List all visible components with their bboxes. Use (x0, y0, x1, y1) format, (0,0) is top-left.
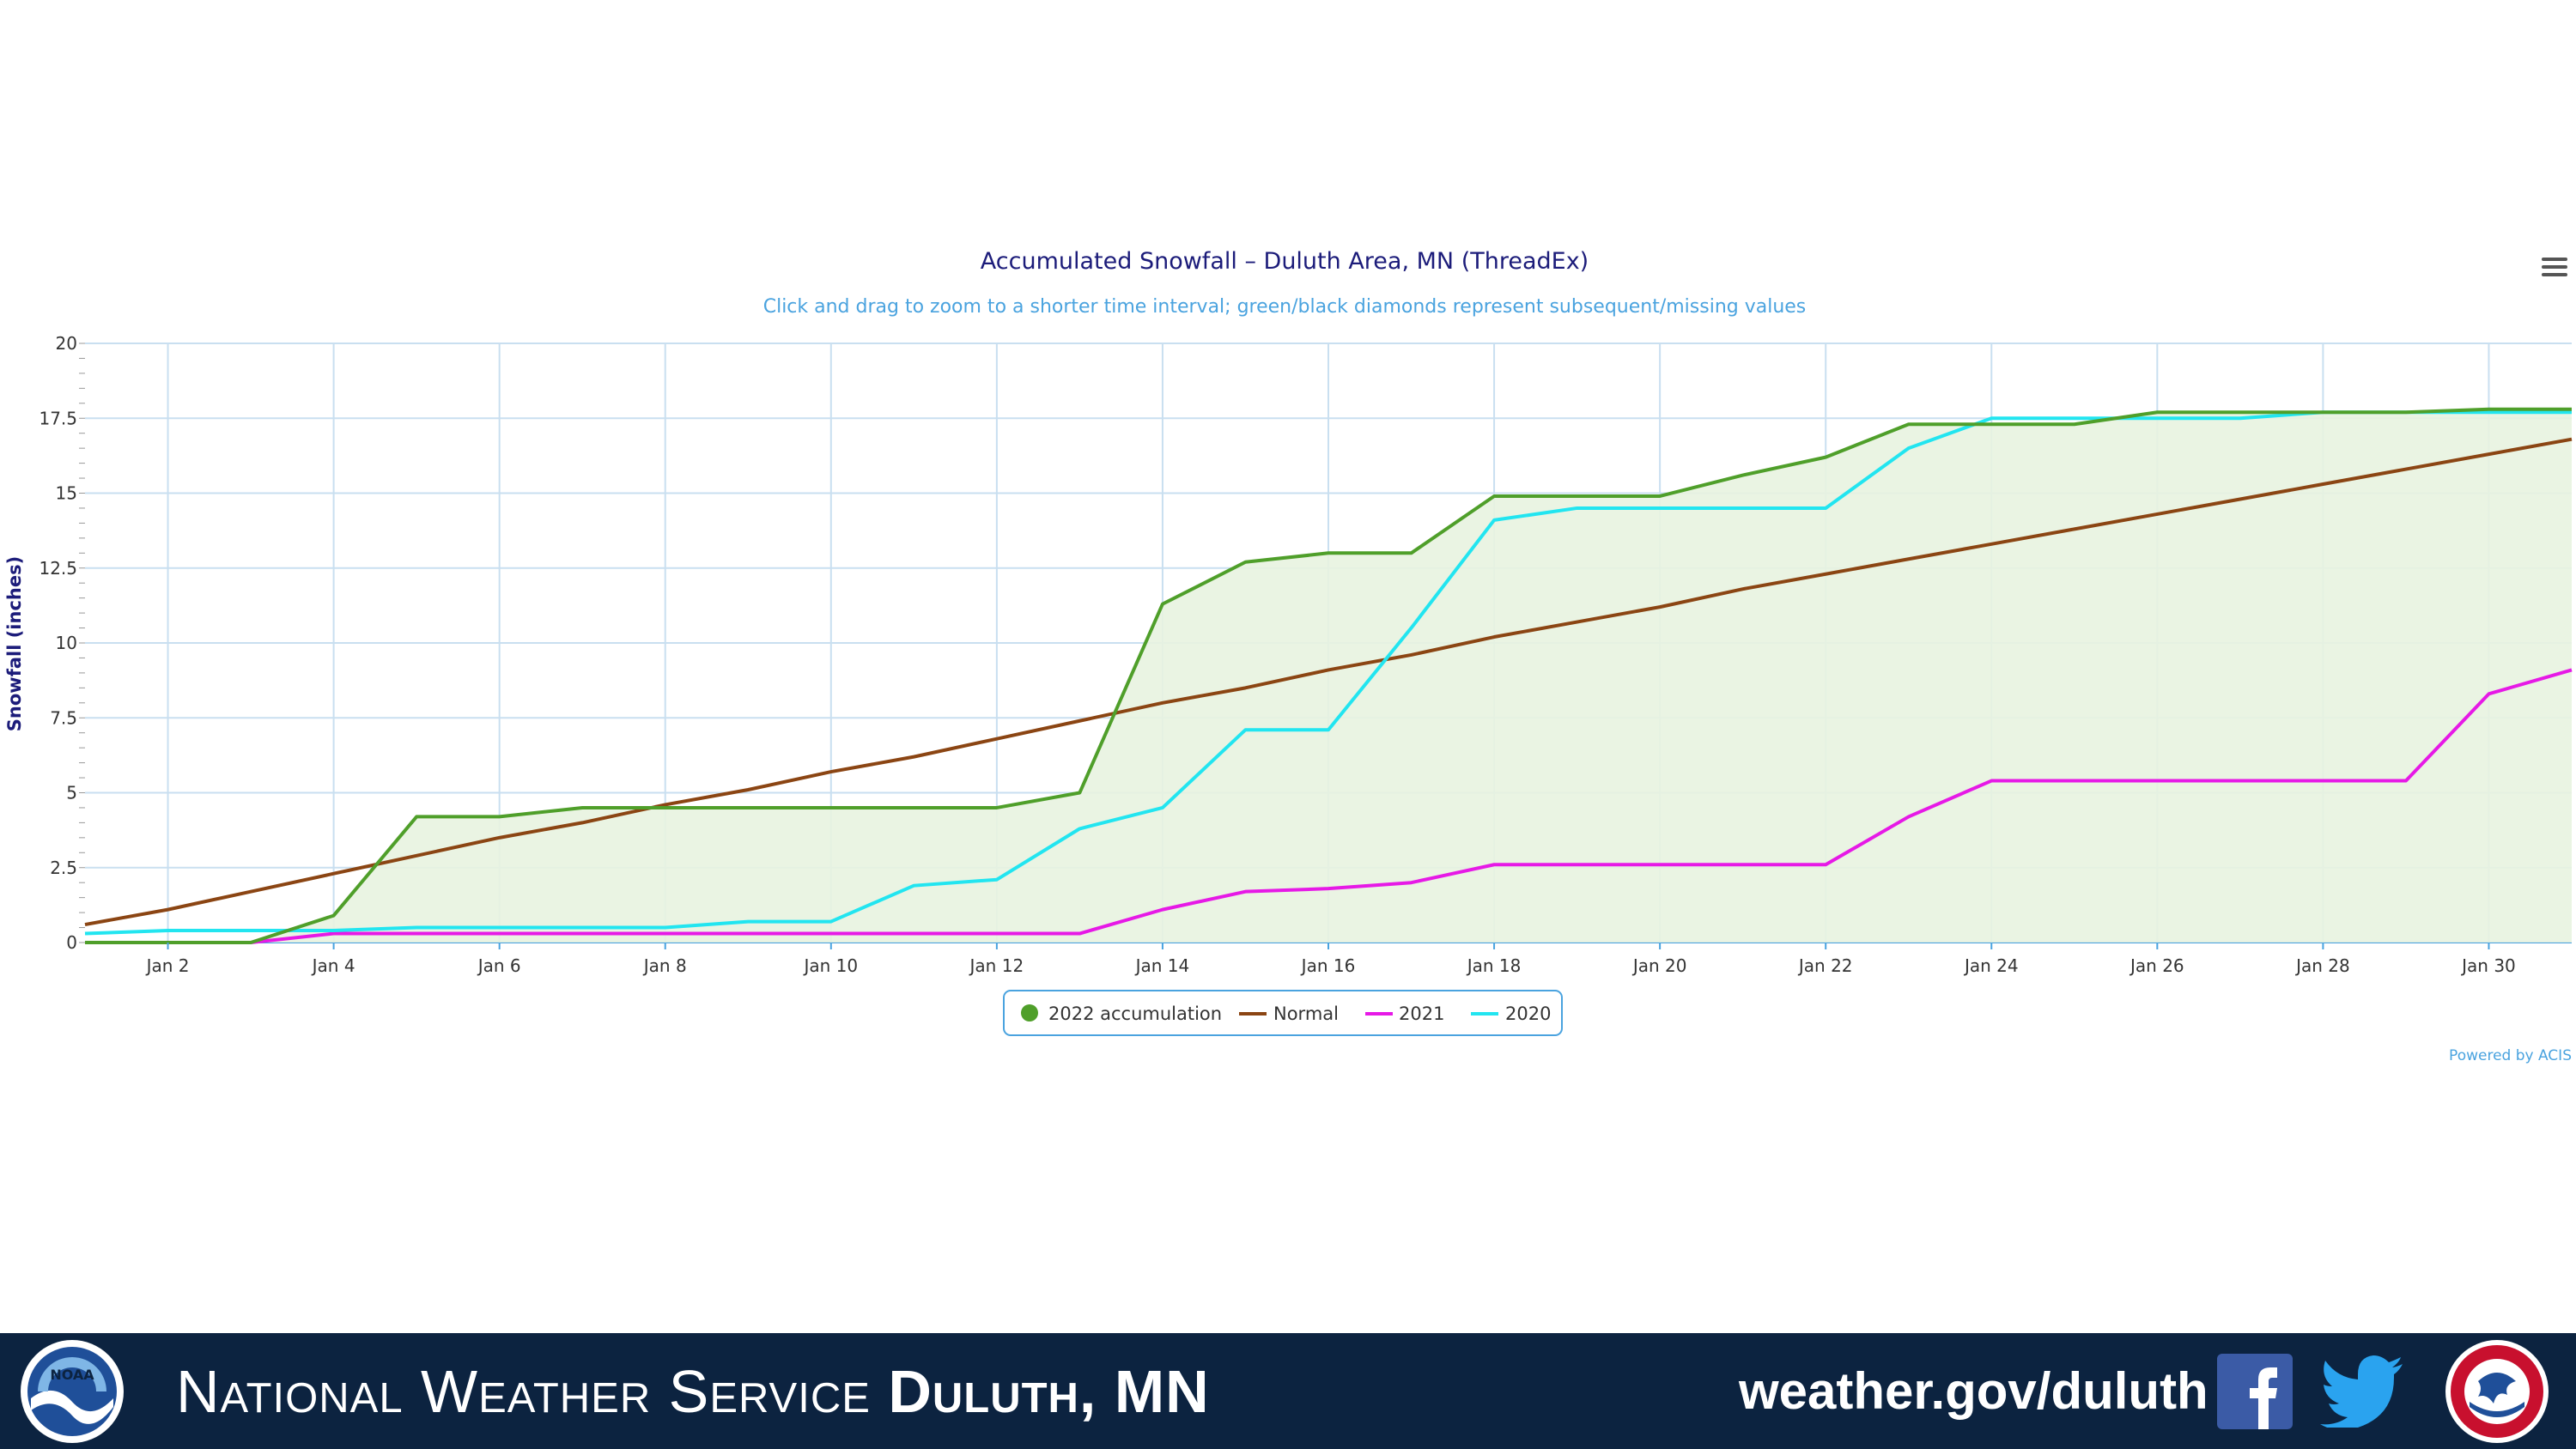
legend-label-2021: 2021 (1399, 1003, 1444, 1024)
x-tick-label: Jan 8 (642, 955, 687, 976)
x-tick-label: Jan 4 (311, 955, 355, 976)
chart: Accumulated Snowfall – Duluth Area, MN (… (4, 248, 2573, 1064)
y-axis: 0 2.5 5 7.5 10 12.5 15 17.5 20 (39, 333, 77, 953)
x-tick-label: Jan 2 (145, 955, 190, 976)
legend-label-normal: Normal (1273, 1003, 1339, 1024)
footer-title: National Weather Service Duluth, MN (176, 1357, 1210, 1426)
legend-item-2020[interactable]: 2020 (1471, 1003, 1551, 1024)
x-tick-label: Jan 16 (1300, 955, 1356, 976)
x-tick-label: Jan 12 (969, 955, 1024, 976)
footer-url[interactable]: weather.gov/duluth (1739, 1362, 2208, 1420)
noaa-logo: NOAA (21, 1340, 124, 1443)
x-tick-label: Jan 22 (1797, 955, 1853, 976)
series-line-2020[interactable] (84, 410, 2572, 936)
x-tick-label: Jan 10 (802, 955, 858, 976)
series-line-normal[interactable] (84, 437, 2573, 927)
credit-link[interactable]: Powered by ACIS (2449, 1047, 2572, 1064)
legend-item-2021[interactable]: 2021 (1365, 1003, 1444, 1024)
x-tick-label: Jan 6 (477, 955, 521, 976)
legend-item-normal[interactable]: Normal (1239, 1003, 1339, 1024)
footer-title-bold: Duluth, MN (888, 1358, 1210, 1425)
footer-banner: NOAA National Weather Service Duluth, MN… (0, 1333, 2576, 1449)
series-lines (84, 407, 2573, 944)
legend-label-2022: 2022 accumulation (1048, 1003, 1222, 1024)
y-tick-label: 7.5 (50, 707, 77, 728)
legend-marker-2022 (1021, 1004, 1038, 1022)
svg-text:NOAA: NOAA (50, 1367, 94, 1383)
y-tick-label: 10 (56, 633, 77, 653)
series-line-2022-accumulation[interactable] (85, 407, 2572, 944)
y-tick-label: 20 (56, 333, 77, 354)
x-axis: Jan 2 Jan 4 Jan 6 Jan 8 Jan 10 Jan 12 Jan 14 Ja… (145, 943, 2516, 976)
legend[interactable]: 2022 accumulation Normal 2021 2020 (1003, 990, 1563, 1036)
menu-icon[interactable] (2542, 258, 2567, 283)
x-tick-label: Jan 24 (1963, 955, 2019, 976)
facebook-icon[interactable] (2217, 1354, 2293, 1429)
y-tick-label: 5 (66, 783, 77, 803)
x-tick-label: Jan 20 (1631, 955, 1687, 976)
y-tick-label: 12.5 (39, 558, 77, 579)
nws-logo (2445, 1340, 2549, 1443)
twitter-icon[interactable] (2320, 1355, 2404, 1428)
legend-item-2022[interactable]: 2022 accumulation (1021, 1003, 1222, 1024)
x-tick-label: Jan 28 (2294, 955, 2350, 976)
x-tick-label: Jan 18 (1466, 955, 1522, 976)
x-tick-label: Jan 26 (2129, 955, 2184, 976)
y-axis-label: Snowfall (inches) (4, 556, 25, 731)
y-tick-label: 2.5 (50, 858, 77, 878)
chart-subtitle: Click and drag to zoom to a shorter time… (763, 296, 1807, 318)
footer-title-plain: National Weather Service (176, 1358, 871, 1425)
y-tick-label: 17.5 (39, 408, 77, 428)
y-tick-label: 15 (56, 483, 77, 504)
legend-box (1003, 990, 1563, 1036)
x-tick-label: Jan 14 (1134, 955, 1190, 976)
series-line-2021[interactable] (85, 668, 2573, 944)
x-tick-label: Jan 30 (2460, 955, 2516, 976)
y-tick-label: 0 (66, 932, 77, 953)
chart-title: Accumulated Snowfall – Duluth Area, MN (… (981, 248, 1589, 275)
legend-label-2020: 2020 (1505, 1003, 1551, 1024)
